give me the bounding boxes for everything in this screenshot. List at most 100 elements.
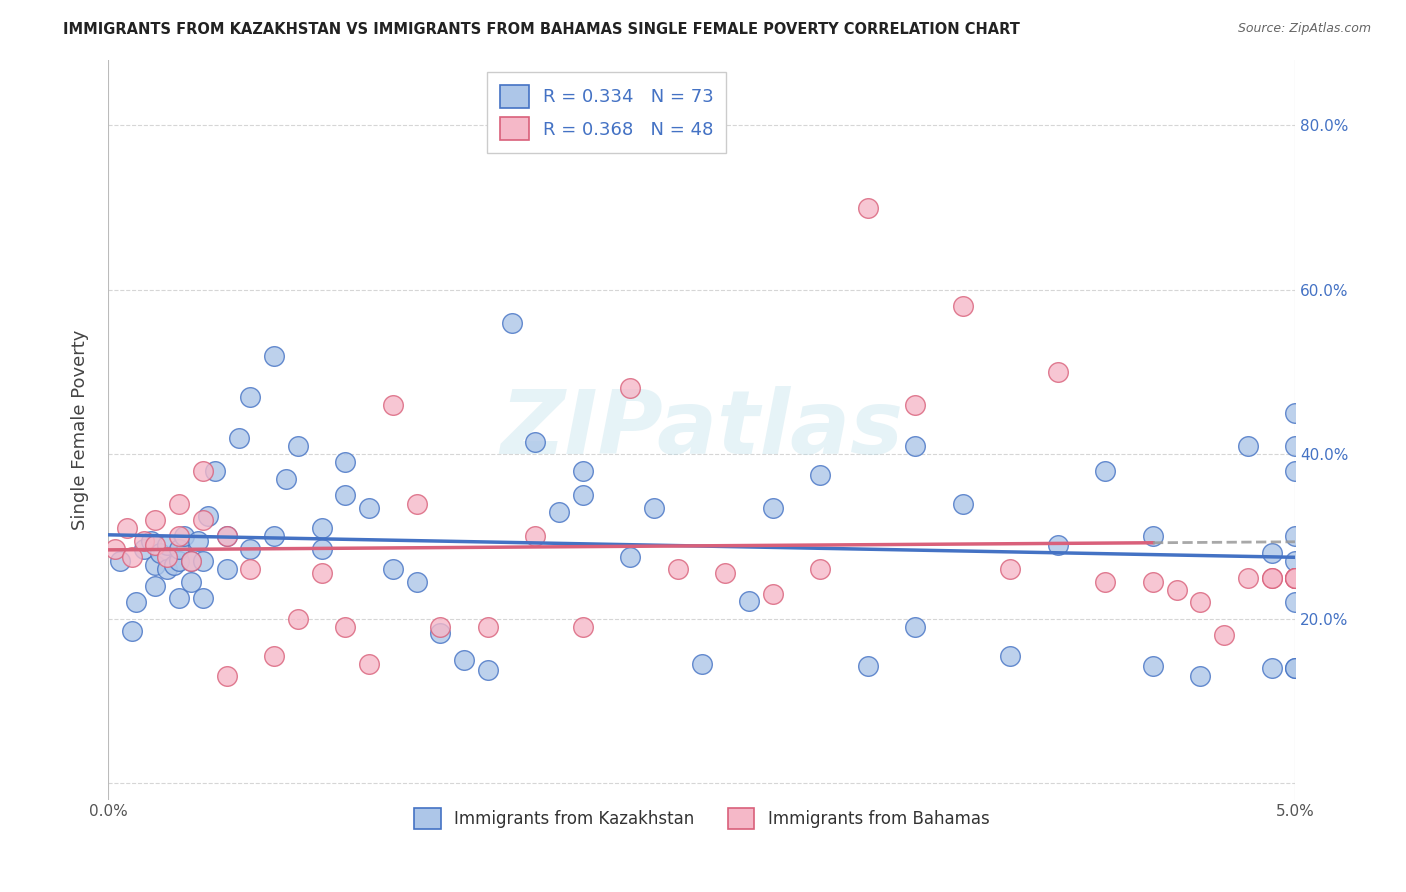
- Point: [429, 625, 451, 640]
- Point: [335, 488, 357, 502]
- Point: [1094, 574, 1116, 589]
- Point: [762, 500, 785, 515]
- Point: [239, 390, 262, 404]
- Point: [904, 620, 927, 634]
- Text: IMMIGRANTS FROM KAZAKHSTAN VS IMMIGRANTS FROM BAHAMAS SINGLE FEMALE POVERTY CORR: IMMIGRANTS FROM KAZAKHSTAN VS IMMIGRANTS…: [63, 22, 1021, 37]
- Point: [115, 521, 138, 535]
- Point: [163, 558, 186, 573]
- Point: [359, 657, 381, 671]
- Point: [156, 549, 179, 564]
- Point: [477, 620, 499, 634]
- Point: [125, 595, 148, 609]
- Point: [335, 620, 357, 634]
- Point: [1166, 582, 1188, 597]
- Point: [643, 500, 665, 515]
- Point: [145, 513, 167, 527]
- Point: [311, 566, 333, 581]
- Point: [215, 562, 238, 576]
- Point: [1284, 570, 1306, 584]
- Point: [287, 612, 309, 626]
- Point: [762, 587, 785, 601]
- Point: [810, 562, 832, 576]
- Point: [1284, 661, 1306, 675]
- Point: [1284, 406, 1306, 420]
- Point: [810, 467, 832, 482]
- Point: [1260, 570, 1282, 584]
- Point: [1284, 554, 1306, 568]
- Point: [1142, 529, 1164, 543]
- Point: [180, 554, 202, 568]
- Point: [405, 497, 427, 511]
- Point: [524, 434, 547, 449]
- Point: [1046, 538, 1069, 552]
- Point: [167, 541, 190, 556]
- Point: [263, 529, 285, 543]
- Point: [132, 533, 155, 548]
- Point: [1094, 464, 1116, 478]
- Point: [191, 464, 214, 478]
- Text: Source: ZipAtlas.com: Source: ZipAtlas.com: [1237, 22, 1371, 36]
- Point: [1142, 574, 1164, 589]
- Point: [524, 529, 547, 543]
- Point: [204, 464, 226, 478]
- Point: [191, 554, 214, 568]
- Point: [167, 529, 190, 543]
- Point: [1284, 439, 1306, 453]
- Point: [108, 554, 131, 568]
- Point: [904, 398, 927, 412]
- Point: [952, 497, 974, 511]
- Point: [1000, 562, 1022, 576]
- Point: [1260, 546, 1282, 560]
- Point: [952, 299, 974, 313]
- Point: [132, 541, 155, 556]
- Point: [405, 574, 427, 589]
- Point: [1213, 628, 1236, 642]
- Point: [173, 529, 195, 543]
- Point: [1284, 464, 1306, 478]
- Y-axis label: Single Female Poverty: Single Female Poverty: [72, 329, 89, 530]
- Point: [382, 562, 405, 576]
- Point: [501, 316, 523, 330]
- Point: [228, 431, 250, 445]
- Point: [187, 533, 209, 548]
- Point: [215, 529, 238, 543]
- Point: [856, 201, 879, 215]
- Point: [145, 538, 167, 552]
- Point: [180, 574, 202, 589]
- Point: [548, 505, 571, 519]
- Point: [856, 659, 879, 673]
- Point: [1284, 570, 1306, 584]
- Point: [287, 439, 309, 453]
- Point: [311, 541, 333, 556]
- Point: [1046, 365, 1069, 379]
- Point: [215, 529, 238, 543]
- Point: [666, 562, 689, 576]
- Point: [1189, 595, 1212, 609]
- Point: [139, 533, 162, 548]
- Point: [1260, 661, 1282, 675]
- Point: [121, 624, 143, 638]
- Point: [197, 508, 219, 523]
- Point: [1284, 661, 1306, 675]
- Point: [180, 554, 202, 568]
- Point: [239, 562, 262, 576]
- Point: [149, 546, 172, 560]
- Point: [477, 663, 499, 677]
- Point: [274, 472, 297, 486]
- Point: [453, 653, 475, 667]
- Point: [167, 591, 190, 606]
- Point: [311, 521, 333, 535]
- Point: [167, 497, 190, 511]
- Point: [167, 554, 190, 568]
- Point: [1260, 570, 1282, 584]
- Point: [572, 488, 595, 502]
- Point: [145, 558, 167, 573]
- Point: [1000, 648, 1022, 663]
- Point: [191, 513, 214, 527]
- Text: ZIPatlas: ZIPatlas: [501, 386, 903, 473]
- Point: [145, 579, 167, 593]
- Legend: Immigrants from Kazakhstan, Immigrants from Bahamas: Immigrants from Kazakhstan, Immigrants f…: [408, 801, 995, 836]
- Point: [1284, 570, 1306, 584]
- Point: [1237, 570, 1260, 584]
- Point: [429, 620, 451, 634]
